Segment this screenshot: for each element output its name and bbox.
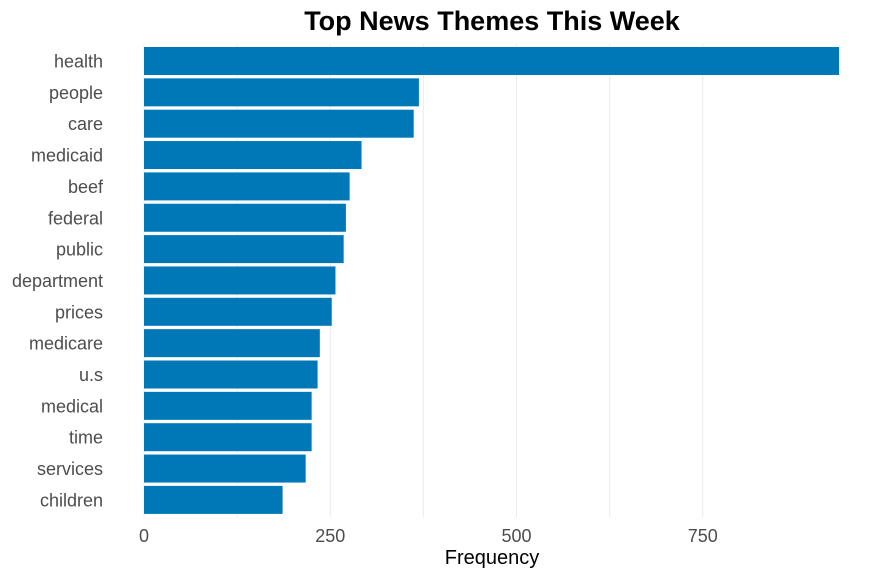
- bar-people: [144, 78, 419, 107]
- category-labels: health people care medicaid beef federal publi…: [12, 52, 104, 511]
- chart-title: Top News Themes This Week: [304, 6, 681, 36]
- x-axis-title: Frequency: [445, 547, 540, 569]
- x-tick-label: 500: [501, 526, 531, 546]
- category-label: care: [68, 114, 103, 134]
- category-label: services: [37, 459, 103, 479]
- category-label: department: [12, 271, 103, 291]
- category-label: u.s: [79, 365, 103, 385]
- category-label: people: [49, 83, 103, 103]
- category-label: health: [54, 52, 103, 72]
- category-label: medical: [41, 396, 103, 416]
- x-tick-label: 250: [315, 526, 345, 546]
- bar-medicaid: [144, 141, 362, 170]
- category-label: children: [40, 490, 103, 510]
- bar-prices: [144, 297, 332, 326]
- bar-services: [144, 454, 306, 483]
- bar-children: [144, 485, 283, 514]
- bar-time: [144, 423, 312, 452]
- bar-department: [144, 266, 336, 295]
- bar-beef: [144, 172, 350, 201]
- bar-u-s: [144, 360, 318, 389]
- bar-medical: [144, 391, 312, 420]
- category-label: beef: [68, 177, 104, 197]
- bar-care: [144, 109, 414, 138]
- x-tick-labels: 0 250 500 750: [139, 526, 718, 546]
- category-label: medicare: [29, 334, 103, 354]
- bar-health: [144, 47, 840, 75]
- category-label: prices: [55, 302, 103, 322]
- category-label: federal: [48, 208, 103, 228]
- category-label: time: [69, 428, 103, 448]
- bar-public: [144, 235, 344, 264]
- category-label: public: [56, 240, 103, 260]
- bars: [144, 47, 840, 514]
- x-tick-label: 750: [688, 526, 718, 546]
- bar-medicare: [144, 329, 320, 358]
- x-tick-label: 0: [139, 526, 149, 546]
- bar-federal: [144, 203, 346, 232]
- category-label: medicaid: [31, 146, 103, 166]
